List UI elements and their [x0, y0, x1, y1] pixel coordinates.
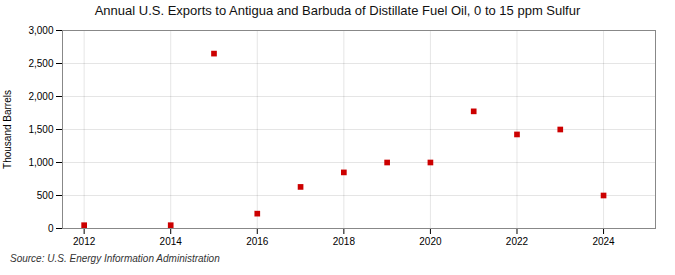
svg-text:Thousand Barrels: Thousand Barrels — [2, 90, 13, 169]
html-text:Source: U.S. Energy Informatio: Source: U.S. Energy Information Administ… — [10, 253, 220, 264]
svg-text:2024: 2024 — [592, 236, 615, 247]
svg-text:3,000: 3,000 — [28, 25, 53, 36]
svg-text:2016: 2016 — [246, 236, 269, 247]
svg-text:2,500: 2,500 — [28, 58, 53, 69]
svg-text:1,000: 1,000 — [28, 157, 53, 168]
svg-text:2022: 2022 — [506, 236, 529, 247]
svg-text:0: 0 — [48, 223, 54, 234]
svg-text:500: 500 — [37, 190, 54, 201]
svg-text:2012: 2012 — [73, 236, 96, 247]
svg-text:2014: 2014 — [160, 236, 183, 247]
svg-text:2018: 2018 — [333, 236, 356, 247]
html-text:Annual U.S. Exports to Antigua: Annual U.S. Exports to Antigua and Barbu… — [94, 3, 581, 18]
svg-text:2,000: 2,000 — [28, 91, 53, 102]
svg-text:1,500: 1,500 — [28, 124, 53, 135]
svg-text:2020: 2020 — [419, 236, 442, 247]
